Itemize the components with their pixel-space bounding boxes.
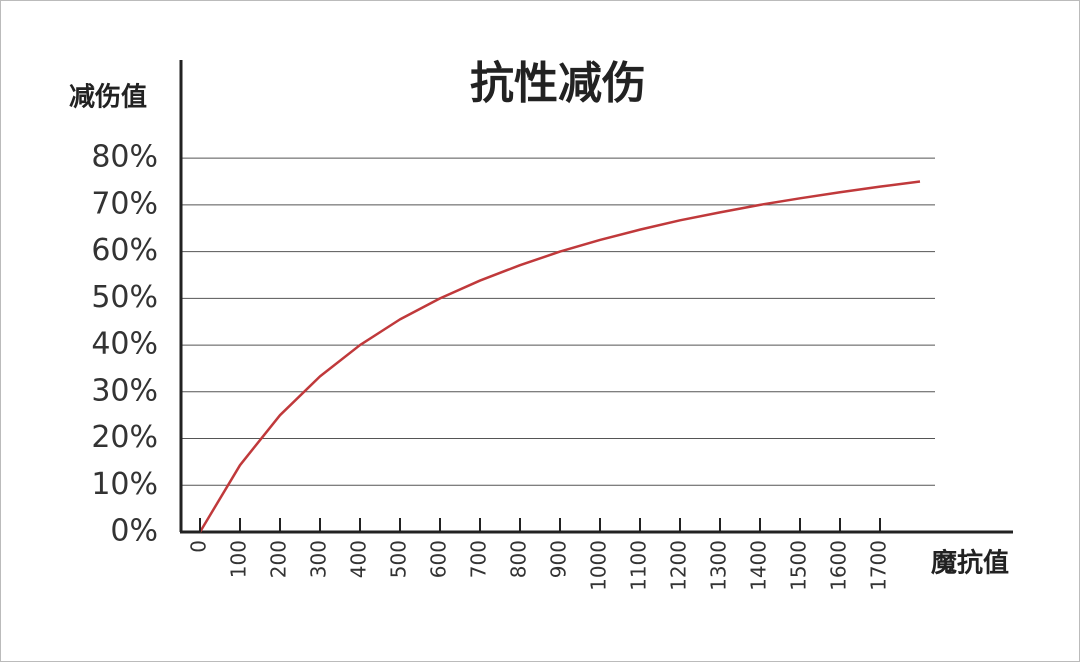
x-tick-label: 1200 [667,540,691,591]
x-tick-label: 1600 [827,540,851,591]
x-tick-label: 1100 [627,540,651,591]
y-tick-label: 60% [91,233,158,268]
y-tick-label: 0% [110,514,158,549]
marks [198,180,921,533]
x-tick-label: 1300 [707,540,731,591]
data-line [198,180,921,533]
y-tick-label: 10% [91,467,158,502]
x-tick-label: 500 [387,540,411,578]
x-tick-label: 400 [347,540,371,578]
x-tick-label: 1500 [787,540,811,591]
x-tick-label: 200 [267,540,291,578]
x-tick-label: 600 [427,540,451,578]
x-tick-label: 1700 [867,540,891,591]
y-tick-label: 30% [91,373,158,408]
x-tick-label: 1400 [747,540,771,591]
y-tick-label: 40% [91,327,158,362]
chart-title: 抗性减伤 [470,58,646,109]
y-tick-label: 80% [91,140,158,175]
y-tick-label: 70% [91,186,158,221]
x-tick-label: 100 [227,540,251,578]
x-tick-label: 800 [507,540,531,578]
x-tick-label: 700 [467,540,491,578]
y-axis-label: 减伤值 [69,83,147,113]
y-tick-label: 20% [91,420,158,455]
x-tick-label: 300 [307,540,331,578]
x-axis-label: 魔抗值 [931,548,1009,579]
y-tick-label: 50% [91,280,158,315]
x-tick-label: 900 [547,540,571,578]
x-tick-label: 0 [187,540,211,553]
x-tick-label: 1000 [587,540,611,591]
axes [179,60,1013,534]
